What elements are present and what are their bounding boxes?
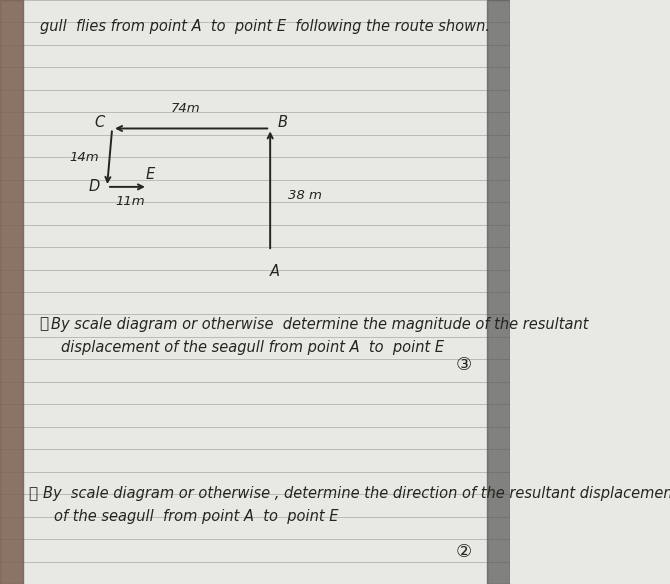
Text: By scale diagram or otherwise  determine the magnitude of the resultant: By scale diagram or otherwise determine …: [51, 317, 588, 332]
Text: 14m: 14m: [69, 151, 99, 164]
Text: 38 m: 38 m: [288, 189, 322, 202]
Text: of the seagull  from point A  to  point E: of the seagull from point A to point E: [54, 509, 338, 524]
Text: ⓘ: ⓘ: [29, 486, 38, 501]
Bar: [487, 0, 510, 584]
Text: 11m: 11m: [115, 195, 145, 208]
Text: E: E: [146, 166, 155, 182]
Text: ③: ③: [456, 356, 472, 374]
Text: gull  flies from point A  to  point E  following the route shown.: gull flies from point A to point E follo…: [40, 19, 490, 34]
Text: B: B: [278, 115, 288, 130]
Text: ②: ②: [456, 543, 472, 561]
Text: displacement of the seagull from point A  to  point E: displacement of the seagull from point A…: [61, 340, 444, 355]
Text: 74m: 74m: [172, 102, 201, 114]
Text: ⓘ: ⓘ: [39, 317, 48, 332]
Text: C: C: [94, 115, 105, 130]
Text: A: A: [270, 264, 280, 279]
Text: By  scale diagram or otherwise , determine the direction of the resultant displa: By scale diagram or otherwise , determin…: [44, 486, 670, 501]
Text: D: D: [88, 179, 100, 194]
Bar: [0, 0, 23, 584]
